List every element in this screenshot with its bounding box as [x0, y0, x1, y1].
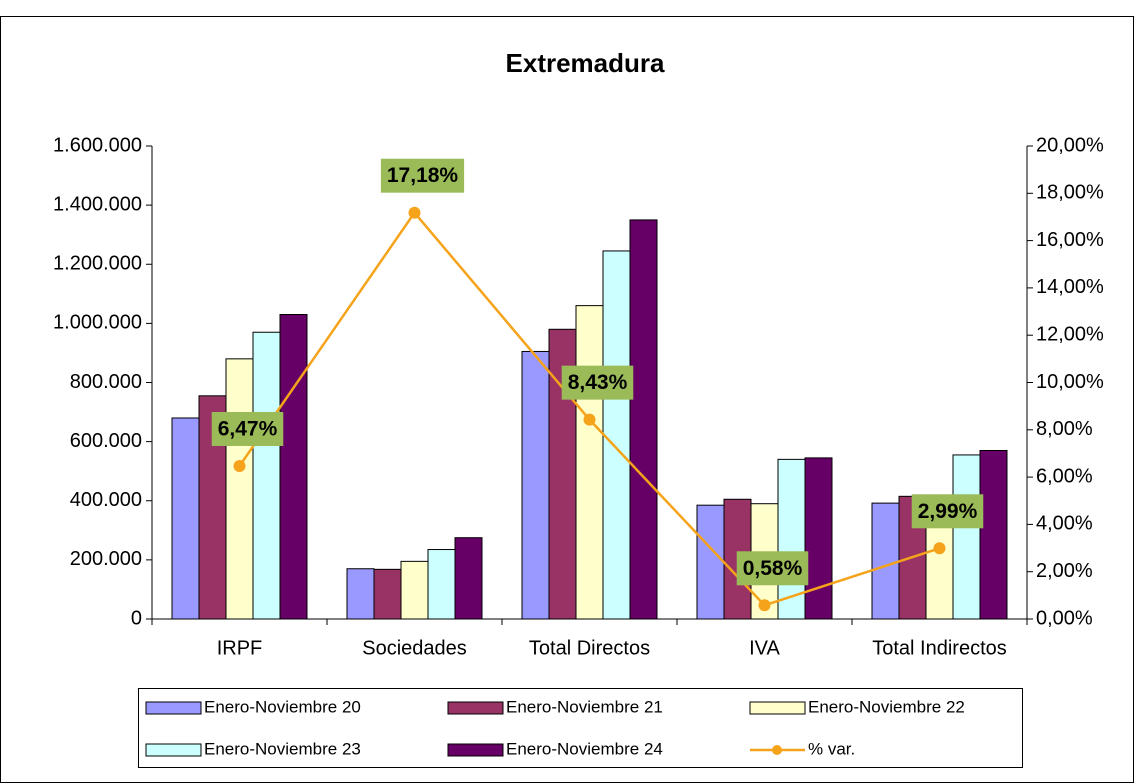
y2-tick-label: 20,00% [1036, 134, 1104, 156]
chart-title: Extremadura [506, 48, 665, 78]
bar [346, 568, 375, 620]
legend-marker [772, 745, 782, 755]
bar [400, 560, 429, 620]
y-tick-label: 800.000 [70, 371, 142, 393]
y2-tick-label: 10,00% [1036, 371, 1104, 393]
legend-label: % var. [808, 739, 855, 758]
data-label: 6,47% [218, 418, 278, 441]
y2-tick-label: 16,00% [1036, 229, 1104, 251]
y2-tick-label: 6,00% [1036, 465, 1093, 487]
bar [427, 549, 456, 620]
y-tick-label: 1.400.000 [53, 193, 142, 215]
data-label: 0,58% [743, 557, 803, 580]
bar [279, 314, 308, 620]
legend-swatch [447, 701, 504, 715]
y-tick-label: 1.600.000 [53, 134, 142, 156]
legend-swatch [145, 701, 202, 715]
marker [583, 413, 596, 426]
bar [171, 417, 200, 620]
y2-tick-label: 18,00% [1036, 182, 1104, 204]
legend-label: Enero-Noviembre 21 [506, 697, 663, 716]
data-label-box [911, 494, 984, 529]
bar [979, 449, 1008, 620]
y-tick-label: 200.000 [70, 548, 142, 570]
x-tick-label: Total Directos [529, 637, 650, 659]
y2-tick-label: 0,00% [1036, 607, 1093, 629]
marker [233, 459, 246, 472]
bar [871, 502, 900, 620]
bar [777, 458, 806, 620]
data-label-box [561, 365, 634, 400]
legend-swatch [447, 743, 504, 757]
y2-tick-label: 2,00% [1036, 560, 1093, 582]
y-tick-label: 0 [131, 607, 142, 629]
data-label: 8,43% [568, 371, 628, 394]
marker [933, 542, 946, 555]
data-label-box [380, 158, 465, 193]
bar [373, 568, 402, 620]
x-tick-label: Sociedades [362, 637, 467, 659]
y-tick-label: 1.000.000 [53, 312, 142, 334]
legend-box [138, 688, 1023, 768]
legend-label: Enero-Noviembre 22 [808, 697, 965, 716]
y-tick-label: 600.000 [70, 430, 142, 452]
y-tick-label: 1.200.000 [53, 253, 142, 275]
x-tick-label: IRPF [217, 637, 263, 659]
bar [696, 504, 725, 620]
legend-label: Enero-Noviembre 20 [204, 697, 361, 716]
data-label: 17,18% [387, 164, 459, 187]
x-tick-label: Total Indirectos [872, 637, 1007, 659]
y2-tick-label: 4,00% [1036, 513, 1093, 535]
y2-tick-label: 12,00% [1036, 323, 1104, 345]
data-label: 2,99% [918, 500, 978, 523]
x-tick-label: IVA [749, 637, 780, 659]
legend-label: Enero-Noviembre 23 [204, 739, 361, 758]
y-tick-label: 400.000 [70, 489, 142, 511]
legend-swatch [145, 743, 202, 757]
y2-tick-label: 8,00% [1036, 418, 1093, 440]
marker [758, 599, 771, 612]
data-label-box [211, 411, 284, 446]
legend-label: Enero-Noviembre 24 [506, 739, 663, 758]
bar [252, 331, 281, 620]
y2-tick-label: 14,00% [1036, 276, 1104, 298]
bar [602, 250, 631, 620]
legend-swatch [749, 701, 806, 715]
data-label-box [736, 551, 809, 586]
marker [408, 206, 421, 219]
bar [952, 454, 981, 620]
bar [629, 219, 658, 620]
bar [804, 457, 833, 620]
bar [575, 305, 604, 620]
bar [521, 350, 550, 620]
bar [225, 358, 254, 620]
bar [454, 537, 483, 620]
